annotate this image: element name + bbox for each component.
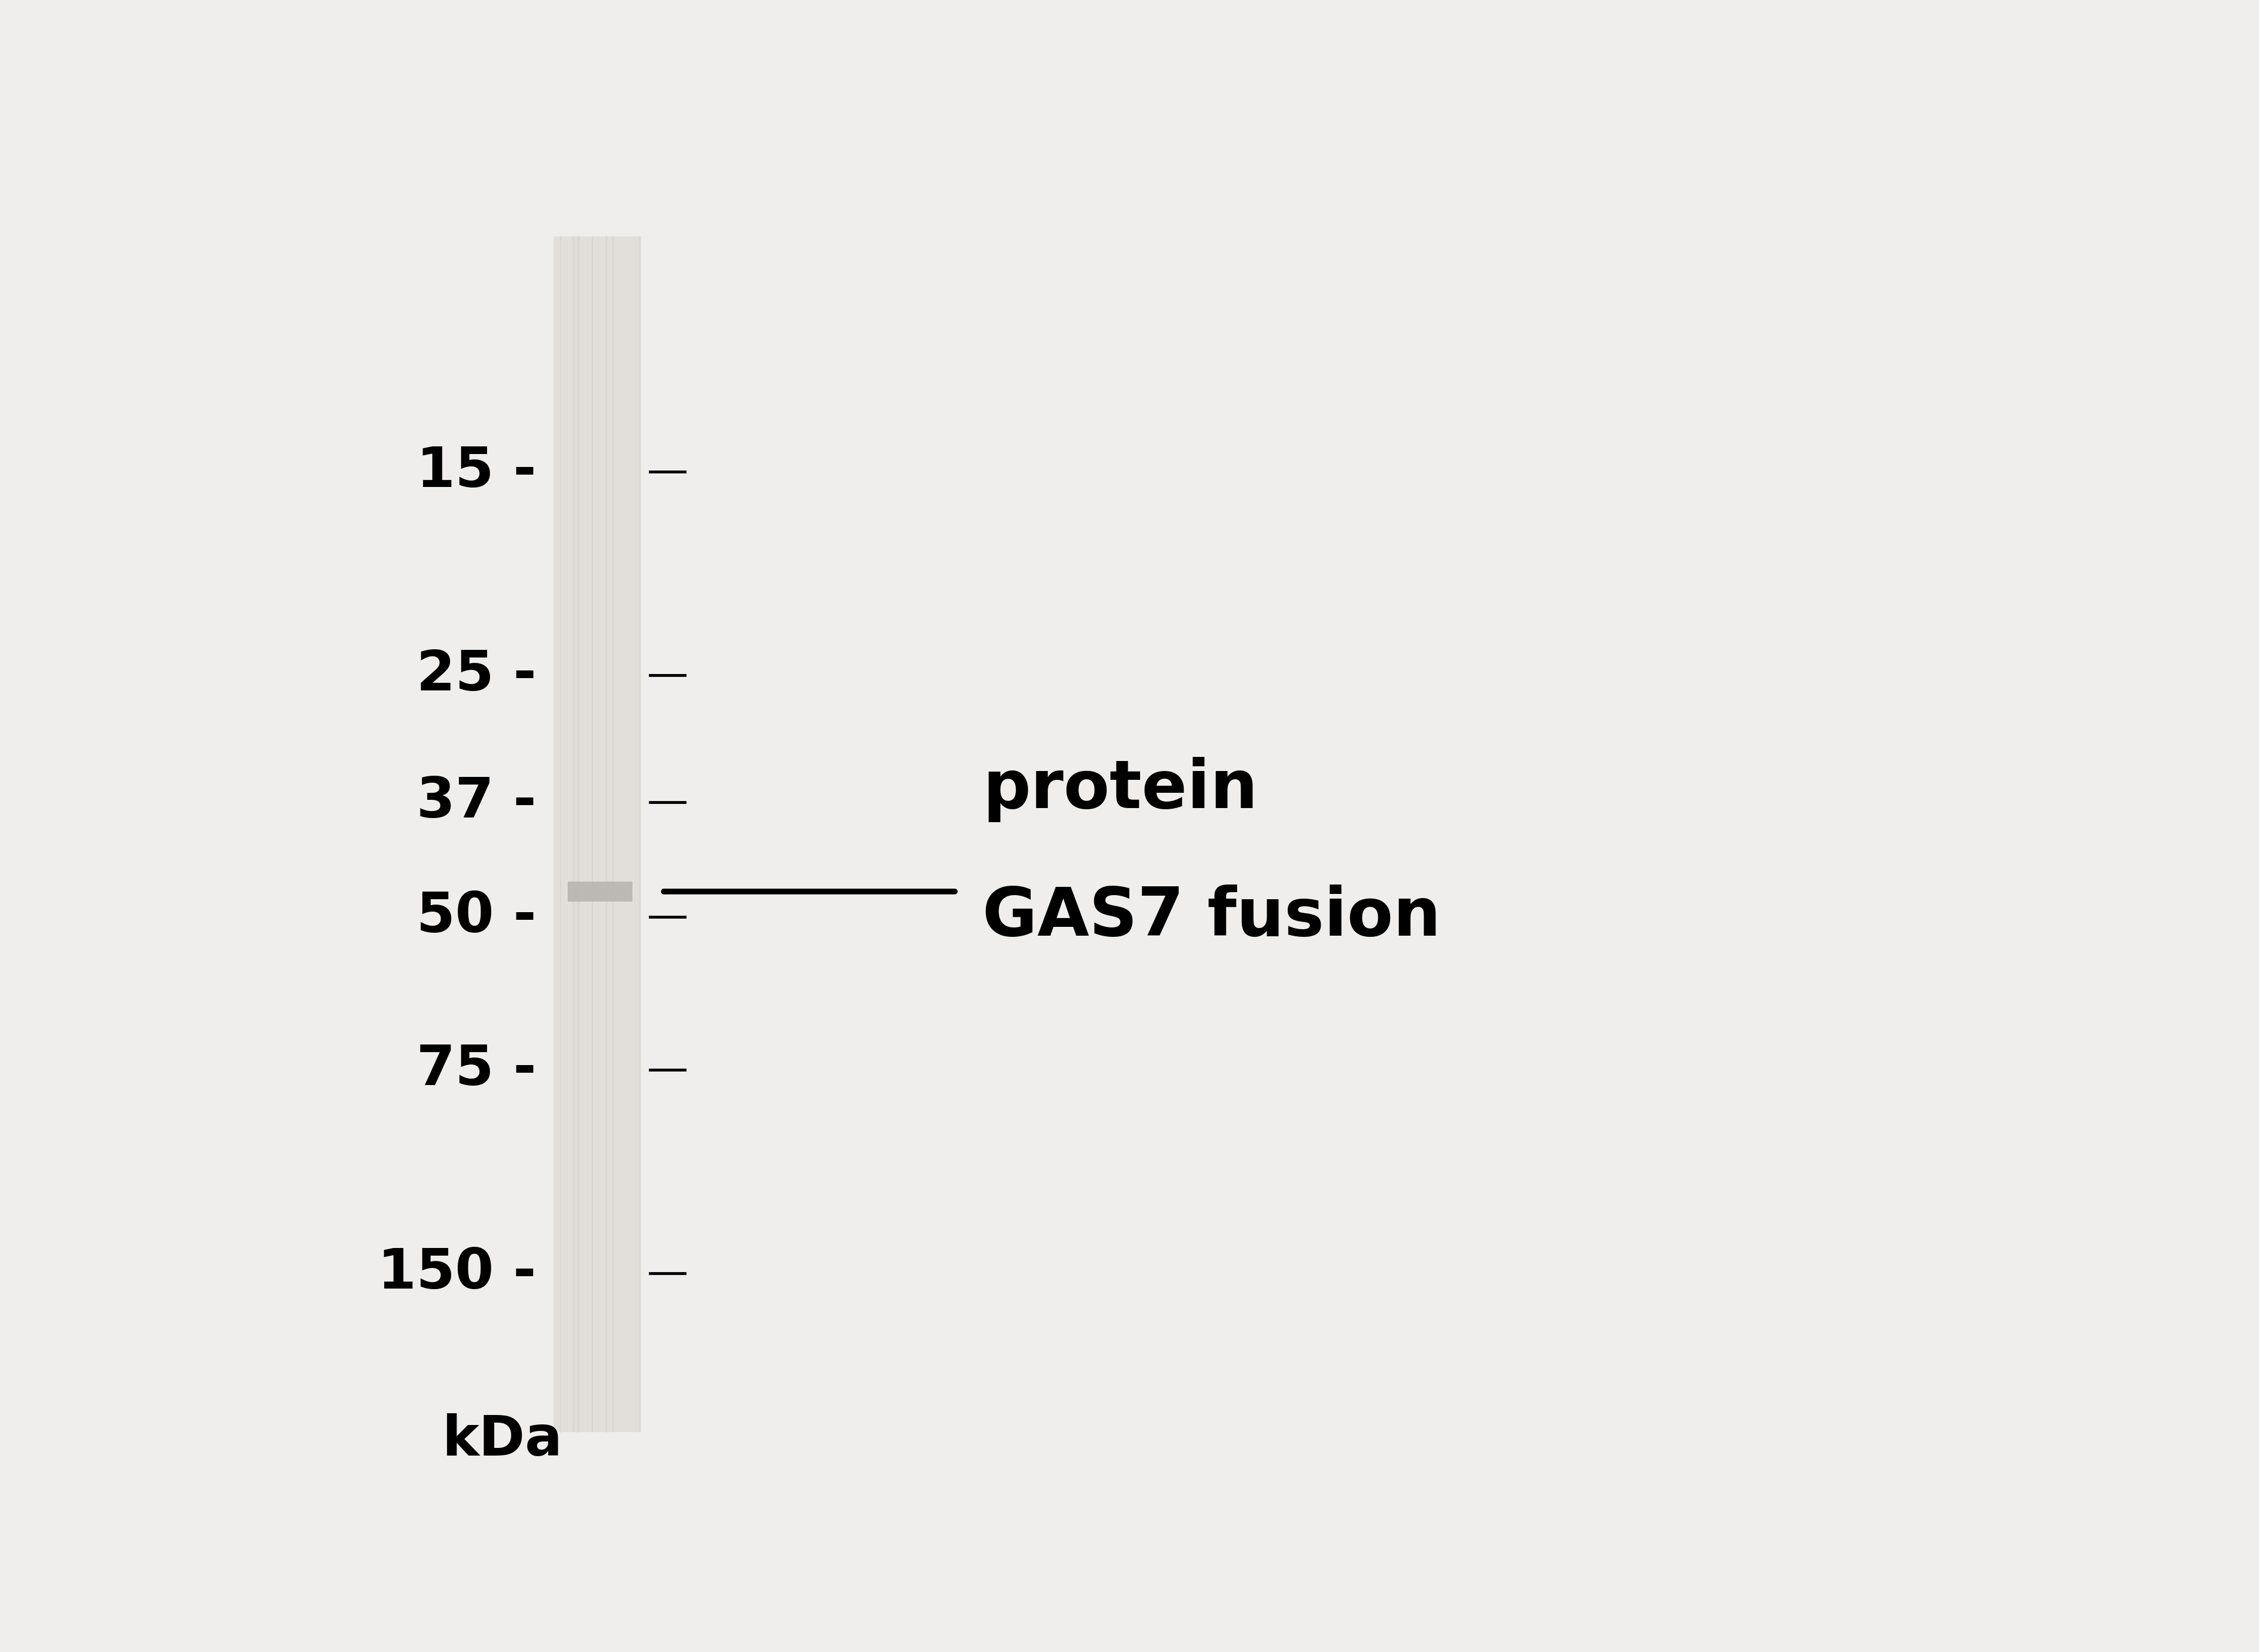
Text: 15 -: 15 -: [416, 444, 535, 499]
Text: 25 -: 25 -: [416, 648, 535, 702]
Text: GAS7 fusion: GAS7 fusion: [983, 884, 1441, 950]
Text: 75 -: 75 -: [416, 1042, 535, 1097]
Bar: [567, 881, 633, 902]
Text: 150 -: 150 -: [377, 1246, 535, 1300]
Text: 50 -: 50 -: [416, 890, 535, 943]
Bar: [553, 236, 642, 1432]
Text: protein: protein: [983, 757, 1258, 823]
Text: 37 -: 37 -: [416, 775, 535, 829]
Text: kDa: kDa: [443, 1412, 562, 1467]
